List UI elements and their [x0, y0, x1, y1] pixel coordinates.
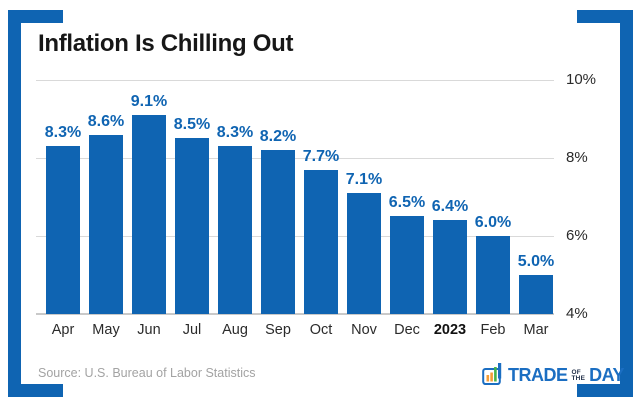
logo-word-trade: TRADE: [508, 365, 568, 385]
x-tick-label: Jun: [137, 322, 161, 338]
y-tick-label: 10%: [566, 71, 597, 88]
bar-value-label: 8.3%: [216, 124, 254, 141]
bar: [390, 216, 424, 314]
y-tick-label: 4%: [566, 305, 588, 322]
x-tick-label: May: [92, 322, 120, 338]
bar: [476, 236, 510, 314]
bar: [175, 138, 209, 314]
chart-title: Inflation Is Chilling Out: [38, 30, 294, 57]
frame-top-left-stub: [8, 10, 63, 23]
gridline: [36, 80, 554, 81]
gridline: [36, 236, 554, 237]
x-tick-label: Feb: [480, 322, 506, 338]
bar-value-label: 7.1%: [345, 171, 383, 188]
bar-chart-logo-icon: [482, 363, 502, 385]
logo-word-day: DAY: [589, 365, 624, 385]
x-tick-label: Aug: [222, 322, 248, 338]
bar-value-label: 8.6%: [87, 113, 125, 130]
trade-of-the-day-logo: TRADE OF THE DAY: [482, 362, 624, 388]
bar-value-label: 5.0%: [517, 253, 555, 270]
frame-left-bar: [8, 10, 21, 397]
frame-bottom-left-stub: [8, 384, 63, 397]
x-tick-label: Sep: [265, 322, 291, 338]
gridline: [36, 158, 554, 159]
bar-value-label: 6.4%: [431, 198, 469, 215]
bar: [132, 115, 166, 314]
bar: [46, 146, 80, 314]
bar-value-label: 7.7%: [302, 148, 340, 165]
bar: [218, 146, 252, 314]
bar: [261, 150, 295, 314]
x-tick-label: Nov: [351, 322, 377, 338]
bar: [89, 135, 123, 314]
bar-value-label: 6.5%: [388, 194, 426, 211]
frame-right-bar: [620, 10, 633, 397]
x-tick-label: Apr: [51, 322, 75, 338]
y-tick-label: 8%: [566, 149, 588, 166]
frame-bottom-right-stub: [577, 384, 633, 397]
logo-word-ofthe: OF THE: [571, 368, 586, 383]
bar-value-label: 6.0%: [474, 214, 512, 231]
x-tick-label: Dec: [394, 322, 420, 338]
bar: [304, 170, 338, 314]
source-attribution: Source: U.S. Bureau of Labor Statistics: [38, 366, 256, 380]
x-axis-baseline: [36, 313, 554, 315]
logo-word-of: OF: [571, 368, 581, 376]
frame-top-right-stub: [577, 10, 633, 23]
x-tick-label: Oct: [309, 322, 333, 338]
bar-value-label: 8.3%: [44, 124, 82, 141]
bar: [433, 220, 467, 314]
x-tick-label: Jul: [182, 322, 202, 338]
bar-value-label: 9.1%: [130, 93, 168, 110]
x-tick-label: Mar: [523, 322, 549, 338]
logo-word-the: THE: [571, 375, 586, 382]
bar-value-label: 8.5%: [173, 116, 211, 133]
x-tick-label: 2023: [433, 322, 467, 338]
bar: [347, 193, 381, 314]
bar: [519, 275, 553, 314]
bar-value-label: 8.2%: [259, 128, 297, 145]
y-tick-label: 6%: [566, 227, 588, 244]
